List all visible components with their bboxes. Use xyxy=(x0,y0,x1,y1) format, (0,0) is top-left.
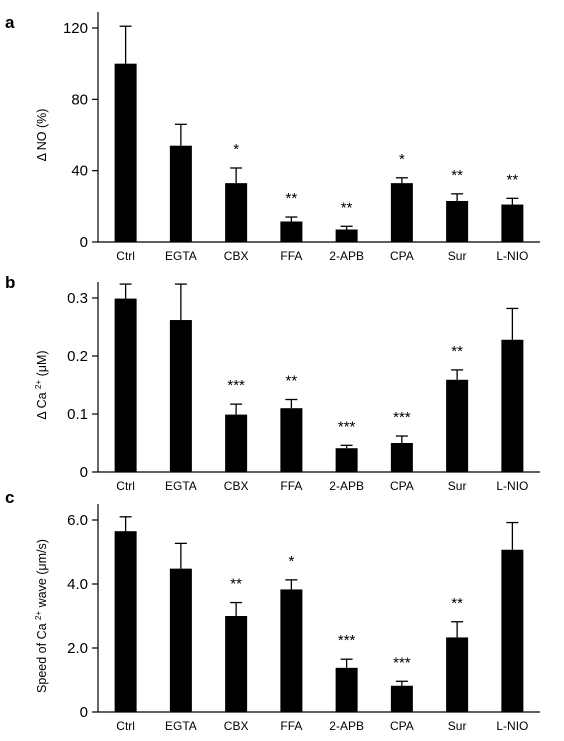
bar xyxy=(280,408,303,472)
significance-marker: ** xyxy=(286,190,298,207)
significance-marker: *** xyxy=(338,632,356,649)
bar xyxy=(280,221,303,242)
significance-marker: * xyxy=(233,141,239,158)
y-axis-label: Δ NO (%) xyxy=(35,109,49,162)
panel-letter: a xyxy=(5,13,15,32)
x-tick-label: CBX xyxy=(224,479,249,493)
x-tick-label: FFA xyxy=(280,479,302,493)
significance-marker: * xyxy=(288,553,294,570)
y-tick-label: 0 xyxy=(80,464,88,481)
y-tick-label: 120 xyxy=(63,20,88,37)
bar xyxy=(390,443,413,472)
y-tick-label: 4.0 xyxy=(67,576,88,593)
significance-marker: ** xyxy=(341,199,353,216)
x-tick-label: Ctrl xyxy=(116,479,135,493)
x-tick-label: CPA xyxy=(390,719,414,733)
y-tick-label: 0 xyxy=(80,234,88,251)
x-tick-label: Sur xyxy=(448,479,467,493)
y-tick-label: 0.1 xyxy=(67,406,88,423)
panel-letter: c xyxy=(5,488,14,507)
panel-letter: b xyxy=(5,273,15,292)
bar xyxy=(169,320,192,472)
bar xyxy=(280,589,303,712)
y-tick-label: 6.0 xyxy=(67,512,88,529)
bar xyxy=(501,549,524,712)
significance-marker: ** xyxy=(451,167,463,184)
bar xyxy=(225,414,248,472)
x-tick-label: 2-APB xyxy=(329,719,364,733)
bar xyxy=(501,204,524,242)
bar xyxy=(390,183,413,242)
y-tick-label: 80 xyxy=(71,91,88,108)
panel-c-chart: c 0 2.0 4.0 6.0 Speed of Ca 2+ wave (μm/s) Ctr… xyxy=(5,488,540,733)
bar xyxy=(446,637,469,712)
x-tick-label: CPA xyxy=(390,249,414,263)
x-tick-label: L-NIO xyxy=(496,249,528,263)
significance-marker: ** xyxy=(451,343,463,360)
bar xyxy=(225,616,248,712)
y-tick-label: 40 xyxy=(71,163,88,180)
significance-marker: *** xyxy=(393,409,411,426)
significance-marker: ** xyxy=(230,576,242,593)
x-tick-label: 2-APB xyxy=(329,479,364,493)
bar xyxy=(225,183,248,242)
x-tick-label: Ctrl xyxy=(116,719,135,733)
x-tick-label: Ctrl xyxy=(116,249,135,263)
x-tick-label: EGTA xyxy=(165,479,197,493)
significance-marker: *** xyxy=(338,418,356,435)
bar xyxy=(169,568,192,712)
significance-marker: *** xyxy=(393,654,411,671)
significance-marker: ** xyxy=(507,171,519,188)
x-tick-label: FFA xyxy=(280,719,302,733)
y-tick-label: 0.2 xyxy=(67,348,88,365)
y-tick-label: 0.3 xyxy=(67,290,88,307)
bar xyxy=(335,448,358,472)
bar xyxy=(390,685,413,712)
bar xyxy=(335,667,358,712)
x-tick-label: EGTA xyxy=(165,249,197,263)
bar xyxy=(501,339,524,472)
significance-marker: *** xyxy=(227,377,245,394)
panel-a-chart: a 0 40 80 120 Δ NO (%) Ctrl EGTA CBX * FFA ** 2-APB *… xyxy=(5,12,540,263)
x-tick-label: L-NIO xyxy=(496,719,528,733)
significance-marker: ** xyxy=(451,595,463,612)
x-tick-label: Sur xyxy=(448,719,467,733)
y-axis-label: Δ Ca 2+ (μM) xyxy=(34,350,49,419)
bar xyxy=(114,63,137,242)
x-tick-label: FFA xyxy=(280,249,302,263)
x-tick-label: Sur xyxy=(448,249,467,263)
panel-b-chart: b 0 0.1 0.2 0.3 Δ Ca 2+ (μM) Ctrl EGTA CBX *** FFA… xyxy=(5,273,540,493)
bar xyxy=(446,379,469,472)
x-tick-label: CBX xyxy=(224,719,249,733)
bar xyxy=(169,145,192,242)
x-tick-label: CPA xyxy=(390,479,414,493)
significance-marker: ** xyxy=(286,373,298,390)
y-tick-label: 2.0 xyxy=(67,640,88,657)
bar xyxy=(446,200,469,242)
x-tick-label: L-NIO xyxy=(496,479,528,493)
significance-marker: * xyxy=(399,151,405,168)
y-tick-label: 0 xyxy=(80,704,88,721)
x-tick-label: EGTA xyxy=(165,719,197,733)
bar xyxy=(114,298,137,472)
y-axis-label: Speed of Ca 2+ wave (μm/s) xyxy=(34,539,49,693)
x-tick-label: CBX xyxy=(224,249,249,263)
bar xyxy=(335,229,358,242)
x-tick-label: 2-APB xyxy=(329,249,364,263)
bar xyxy=(114,531,137,712)
